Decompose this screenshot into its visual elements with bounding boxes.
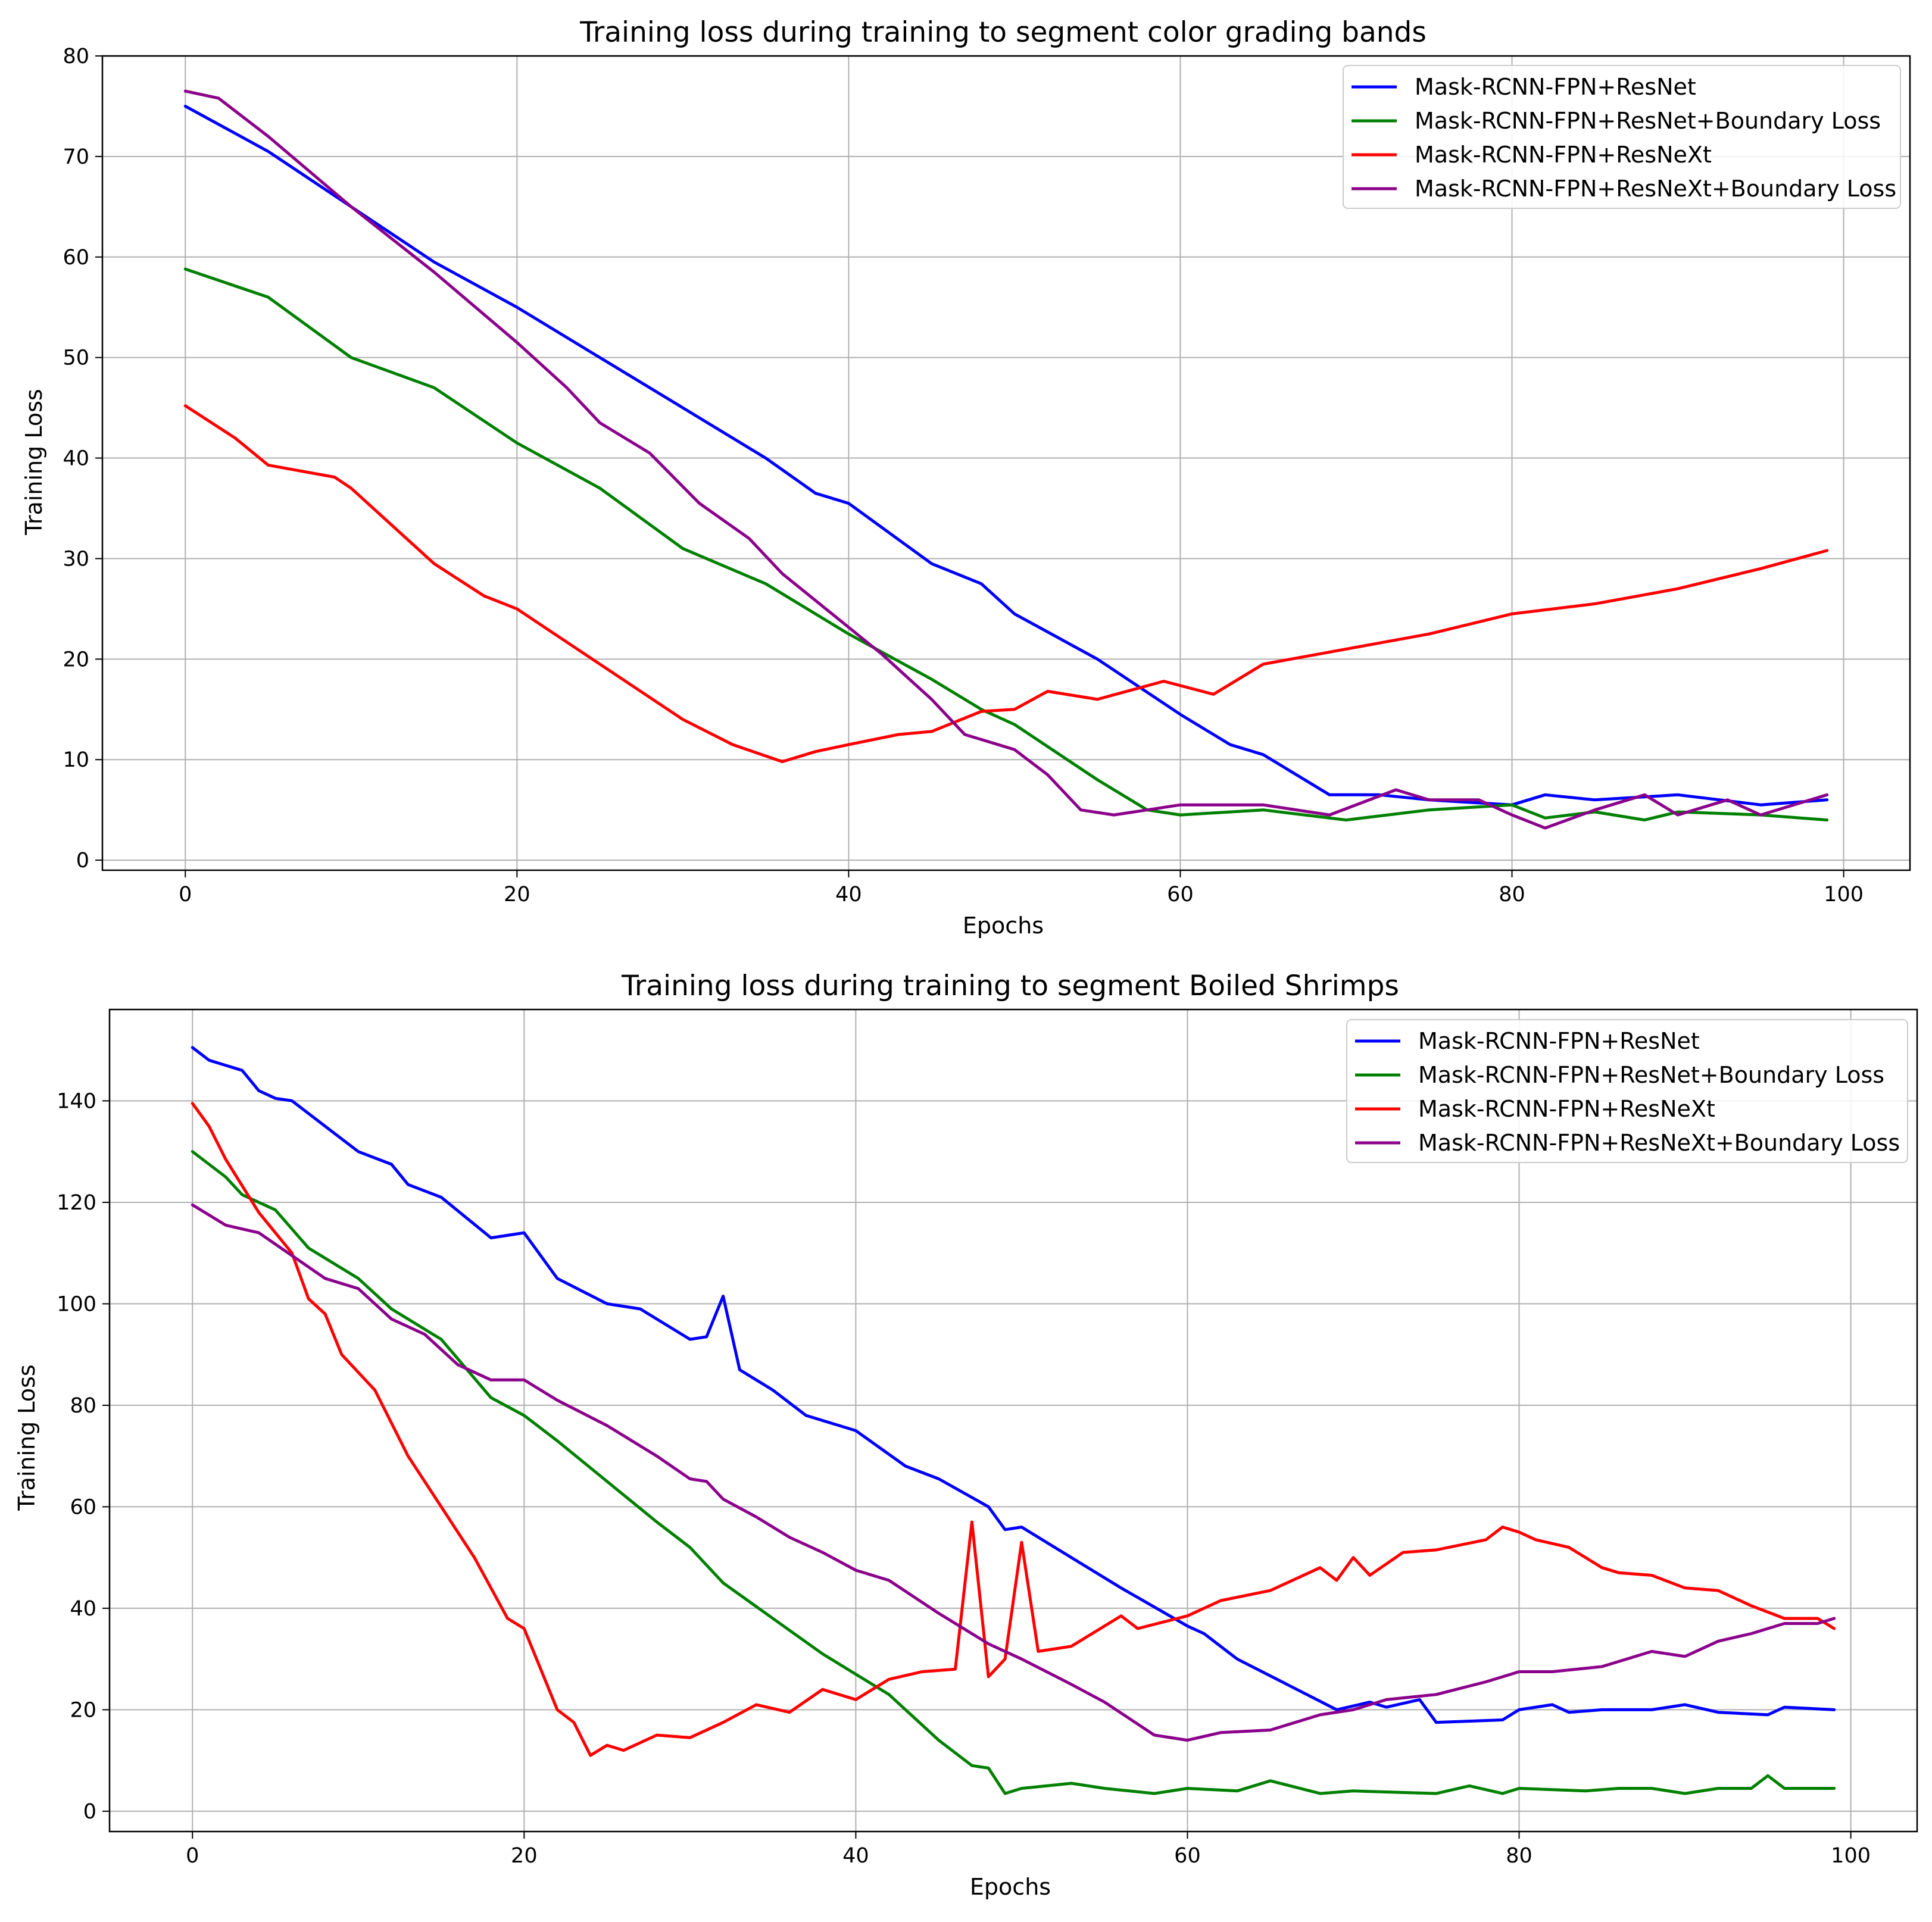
chart-title: Training loss during training to segment… (621, 970, 1399, 1002)
y-tick-label: 80 (63, 45, 89, 68)
legend-label: Mask-RCNN-FPN+ResNeXt+Boundary Loss (1418, 1130, 1900, 1156)
legend-box (1343, 65, 1901, 209)
y-tick-label: 0 (76, 849, 89, 873)
y-tick-label: 80 (70, 1394, 96, 1418)
y-tick-label: 100 (57, 1292, 96, 1316)
y-tick-label: 120 (57, 1191, 96, 1215)
y-tick-label: 60 (63, 246, 89, 270)
legend-label: Mask-RCNN-FPN+ResNet (1415, 74, 1696, 100)
y-tick-label: 20 (70, 1698, 96, 1722)
chart-title: Training loss during training to segment… (579, 16, 1427, 49)
legend-label: Mask-RCNN-FPN+ResNet+Boundary Loss (1418, 1062, 1884, 1088)
series-line (191, 1203, 1836, 1742)
y-tick-label: 70 (63, 145, 89, 169)
y-tick-label: 0 (83, 1800, 96, 1824)
x-tick-label: 80 (1499, 883, 1525, 907)
x-tick-label: 40 (842, 1844, 869, 1868)
y-tick-label: 20 (63, 648, 89, 671)
x-tick-label: 40 (835, 883, 862, 907)
x-tick-label: 20 (504, 883, 530, 907)
x-tick-label: 80 (1506, 1844, 1533, 1868)
axes-frame (101, 55, 1911, 871)
y-tick-label: 140 (57, 1089, 96, 1113)
series-line (183, 267, 1829, 822)
x-tick-label: 0 (186, 1844, 199, 1868)
x-axis-label: Epochs (970, 1874, 1051, 1900)
series-line (191, 1102, 1836, 1757)
series-line (183, 404, 1829, 764)
y-tick-label: 30 (63, 547, 89, 571)
x-axis-label: Epochs (963, 912, 1044, 939)
series-line (183, 104, 1829, 807)
x-tick-label: 100 (1824, 883, 1864, 907)
legend-label: Mask-RCNN-FPN+ResNeXt (1418, 1096, 1715, 1122)
y-axis-label: Training Loss (21, 389, 47, 535)
axes-frame (108, 1008, 1918, 1833)
y-tick-label: 60 (70, 1495, 96, 1519)
legend-box (1346, 1019, 1908, 1163)
x-tick-label: 60 (1174, 1844, 1201, 1868)
series-line (191, 1150, 1836, 1795)
legend-label: Mask-RCNN-FPN+ResNeXt (1415, 142, 1712, 168)
series-line (183, 89, 1829, 830)
x-tick-label: 0 (179, 883, 192, 907)
chart-panel-color-grading: Training loss during training to segment… (21, 16, 1911, 939)
y-tick-label: 50 (63, 346, 89, 370)
y-tick-label: 40 (63, 447, 89, 471)
y-tick-label: 40 (70, 1597, 96, 1621)
x-tick-label: 60 (1167, 883, 1194, 907)
y-tick-label: 10 (63, 748, 89, 772)
x-tick-label: 20 (511, 1844, 538, 1868)
series-line (191, 1046, 1836, 1724)
chart-panel-boiled-shrimps: Training loss during training to segment… (14, 970, 1918, 1900)
legend-label: Mask-RCNN-FPN+ResNeXt+Boundary Loss (1415, 176, 1896, 202)
x-tick-label: 100 (1831, 1844, 1871, 1868)
legend-label: Mask-RCNN-FPN+ResNet+Boundary Loss (1415, 108, 1881, 134)
legend-label: Mask-RCNN-FPN+ResNet (1418, 1028, 1700, 1054)
y-axis-label: Training Loss (14, 1364, 40, 1511)
